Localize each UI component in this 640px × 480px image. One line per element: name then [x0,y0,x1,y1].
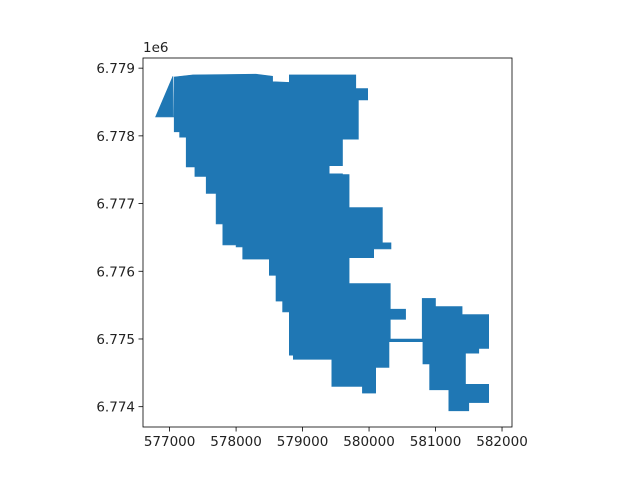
x-tick-label: 577000 [144,434,196,450]
y-tick-label: 6.776 [96,264,135,280]
y-tick-label: 6.775 [96,332,135,348]
y-axis-ticks: 6.774 6.775 6.776 6.777 6.778 6.779 [96,61,143,416]
y-tick-label: 6.778 [96,129,135,145]
y-tick-label: 6.774 [96,400,135,416]
x-tick-label: 578000 [210,434,262,450]
y-tick-label: 6.777 [96,197,135,213]
x-tick-label: 579000 [277,434,329,450]
axes-frame [142,57,513,428]
map-polygon-0 [155,73,490,412]
y-tick-label: 6.779 [96,61,135,77]
x-axis-ticks: 577000 578000 579000 580000 581000 582000 [144,427,528,450]
plot-area [155,73,490,412]
x-tick-label: 582000 [476,434,528,450]
x-tick-label: 580000 [343,434,395,450]
y-axis-offset-label: 1e6 [143,40,168,56]
x-tick-label: 581000 [410,434,462,450]
